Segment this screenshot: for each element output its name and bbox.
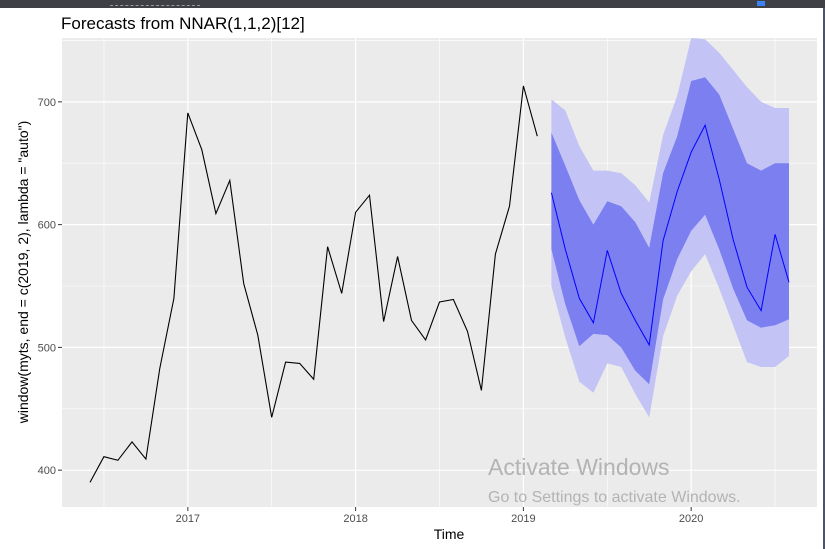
y-tick-label: 700	[38, 97, 56, 109]
forecast-mean-line	[550, 123, 790, 347]
y-tick-label: 500	[38, 342, 56, 354]
activate-windows-title: Activate Windows	[488, 454, 670, 480]
x-axis-label: Time	[434, 526, 465, 542]
history-series-line	[89, 85, 538, 483]
prediction-interval-80-band	[551, 77, 789, 385]
x-tick-label: 2020	[679, 513, 703, 525]
chart-title: Forecasts from NNAR(1,1,2)[12]	[61, 14, 305, 33]
x-tick-label: 2019	[511, 513, 535, 525]
window-top-strip	[0, 0, 825, 8]
x-axis-ticks: 2017 2018 2019 2020	[176, 507, 703, 525]
y-axis-label: window(myts, end = c(2019, 2), lambda = …	[15, 121, 31, 425]
window-control-fragment	[757, 1, 765, 6]
y-axis-ticks: 400 500 600 700	[38, 97, 62, 477]
window-right-border	[823, 8, 825, 549]
toolbar-fragment	[110, 2, 200, 6]
activate-windows-subtitle: Go to Settings to activate Windows.	[488, 489, 741, 506]
y-tick-label: 600	[38, 220, 56, 232]
y-tick-label: 400	[38, 465, 56, 477]
x-tick-label: 2018	[343, 513, 367, 525]
x-tick-label: 2017	[176, 513, 200, 525]
